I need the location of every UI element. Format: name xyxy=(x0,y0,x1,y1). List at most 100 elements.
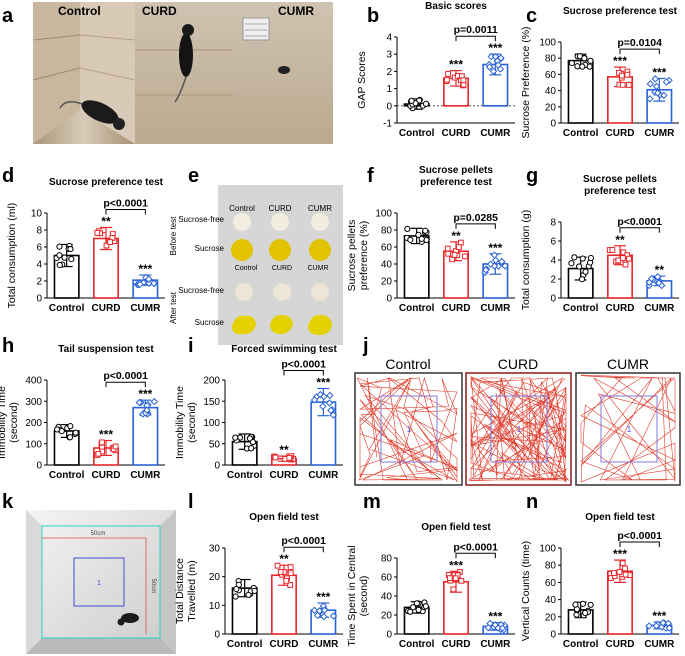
panel-letter-g: g xyxy=(526,165,538,187)
comparison-bracket xyxy=(455,223,496,229)
pellet-icon xyxy=(232,315,256,335)
category-label: Control xyxy=(399,303,435,314)
data-point xyxy=(622,261,629,268)
category-label: CURD xyxy=(92,303,121,314)
significance-label: *** xyxy=(316,590,330,604)
chart-title: Basic scores xyxy=(425,1,487,12)
photo-control: Control xyxy=(32,2,136,144)
comparison-bracket xyxy=(455,35,496,42)
chart-title-line: Open field test xyxy=(249,512,319,523)
y-tick-label: 0 xyxy=(214,630,220,641)
data-point xyxy=(568,59,576,67)
data-point xyxy=(491,256,500,264)
y-tick-label: 0 xyxy=(36,294,42,305)
data-point xyxy=(445,71,451,77)
data-point xyxy=(408,97,415,104)
data-point xyxy=(422,227,429,234)
category-label: Control xyxy=(399,128,435,139)
data-point xyxy=(652,622,661,630)
data-point xyxy=(150,397,159,406)
panel-a-photos: Control CURD CUMR xyxy=(32,2,333,144)
y-tick-label: -1 xyxy=(383,119,392,130)
data-point xyxy=(410,604,417,611)
data-point xyxy=(329,411,338,419)
data-point xyxy=(653,89,662,97)
data-point xyxy=(579,63,586,70)
chart-title-line: Sucrose preference test xyxy=(49,177,164,188)
chart-i: 0 50 100 150 200 Immobility Time(second) Force… xyxy=(174,344,343,481)
comparison-bracket xyxy=(283,546,324,553)
data-point xyxy=(444,76,450,83)
panel-letter-k: k xyxy=(2,491,14,513)
category-label: CUMR xyxy=(480,639,511,650)
central-zone-curd xyxy=(490,395,548,463)
category-label: Control xyxy=(227,470,263,481)
p-value-label: p<0.0001 xyxy=(617,530,662,542)
mouse-icon xyxy=(179,33,193,77)
zone-label-control: 1 xyxy=(407,425,412,434)
chart-title: Sucrose preference test xyxy=(563,6,678,17)
y-axis-label: Immobility Time(second) xyxy=(0,386,20,459)
zone-label-curd: 1 xyxy=(517,425,522,434)
y-tick-label: 100 xyxy=(375,209,392,220)
y-axis-label-line: Sucrose Preference (%) xyxy=(520,26,532,138)
pellet-icon xyxy=(235,283,253,301)
y-tick-label: 0 xyxy=(386,630,392,641)
data-point xyxy=(446,575,453,582)
chart-title: Open field test xyxy=(249,512,319,523)
pellet-icon xyxy=(309,239,331,261)
data-point xyxy=(626,82,632,88)
y-tick-label: 100 xyxy=(539,544,556,555)
data-point xyxy=(320,606,329,614)
y-axis-label-line: Time Spent in Central xyxy=(346,545,358,646)
significance-label: ** xyxy=(451,229,461,243)
y-tick-label: 20 xyxy=(381,611,393,622)
significance-label: *** xyxy=(99,428,113,442)
bar-control xyxy=(567,59,594,124)
significance-label: *** xyxy=(138,262,152,276)
photo-label-cumr: CUMR xyxy=(278,4,314,18)
data-point xyxy=(498,624,507,632)
data-point xyxy=(622,565,628,572)
vent-icon xyxy=(242,17,270,41)
significance-label: *** xyxy=(488,241,502,255)
panel-j-tracks: 1 1 1 Control CURD CUMR xyxy=(354,356,681,486)
panel-letter-a: a xyxy=(2,5,14,27)
y-tick-label: 300 xyxy=(25,397,42,408)
panel-letter-h: h xyxy=(2,335,14,357)
pellet-icon xyxy=(311,213,329,231)
chart-title-line: preference test xyxy=(584,186,656,197)
data-point xyxy=(587,57,594,64)
data-point xyxy=(622,571,629,578)
arena-central-zone xyxy=(73,557,125,607)
chart-title-line: Tail suspension test xyxy=(58,344,154,355)
chart-title-line: Sucrose pellets xyxy=(419,165,493,176)
category-label: CUMR xyxy=(644,303,675,314)
data-point xyxy=(609,247,616,253)
bar-cumr xyxy=(482,263,509,299)
y-axis-label: Total consumption (ml) xyxy=(6,203,18,309)
pellet-icon xyxy=(308,314,332,335)
y-tick-label: 0 xyxy=(386,101,392,112)
pellet-column-control: Control xyxy=(229,204,255,213)
data-point xyxy=(659,619,667,627)
arena-width-label: 50cm xyxy=(91,531,106,537)
chart-title: Sucrose pellets preference test xyxy=(583,174,657,197)
data-point xyxy=(232,434,239,441)
y-tick-label: 30 xyxy=(209,544,221,555)
data-point xyxy=(135,398,144,407)
y-axis-label-line: preference (%) xyxy=(358,221,370,290)
category-label: CUMR xyxy=(308,470,339,481)
y-tick-label: 6 xyxy=(36,243,42,254)
data-point xyxy=(422,100,430,107)
p-value-label: p<0.0001 xyxy=(617,216,662,228)
data-point xyxy=(100,227,107,234)
data-point xyxy=(150,279,158,288)
data-point xyxy=(450,586,457,593)
data-point xyxy=(582,609,589,617)
pellet-row-4: Sucrose xyxy=(195,318,225,327)
panel-letter-b: b xyxy=(367,5,379,27)
y-axis-label-line: Total Distance xyxy=(174,558,186,624)
category-label: CUMR xyxy=(308,639,339,650)
